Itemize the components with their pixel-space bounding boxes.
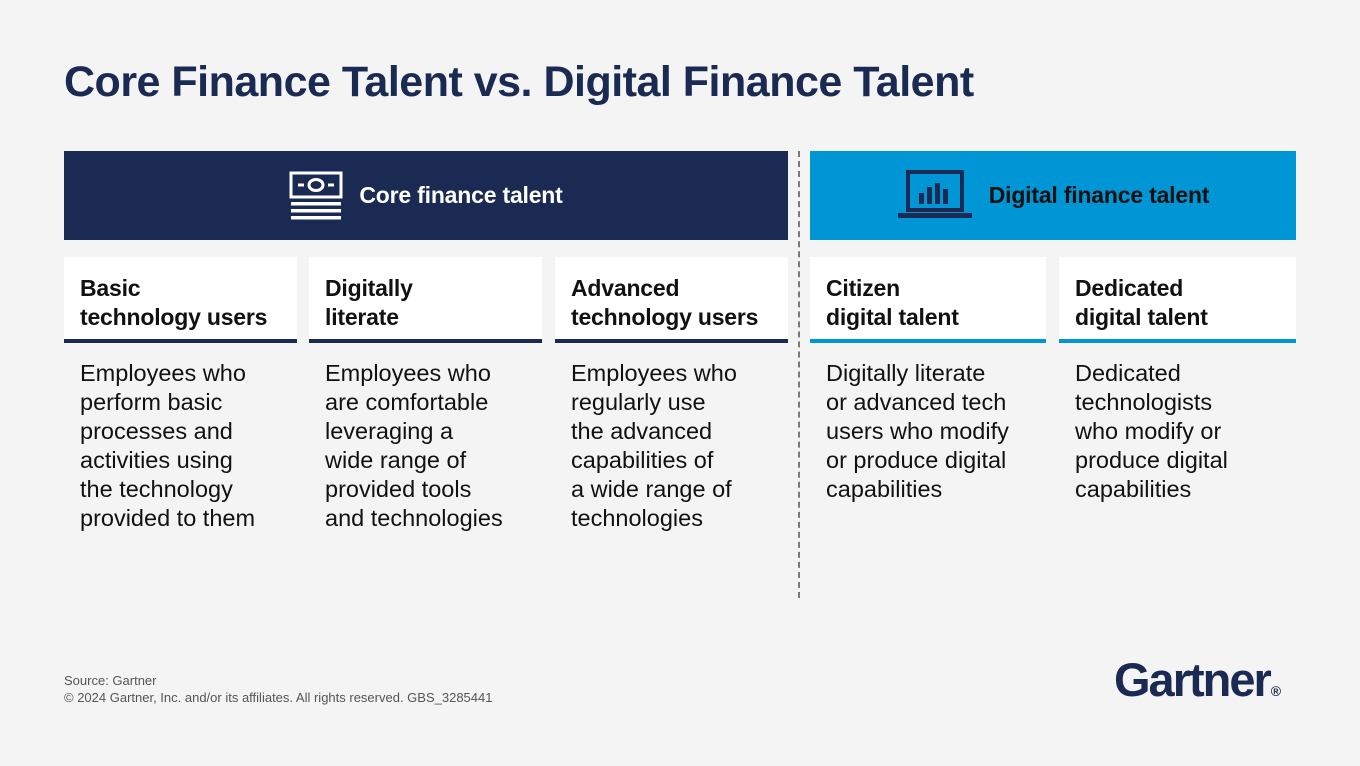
- card-basic-technology-users: Basic technology users: [64, 257, 297, 343]
- card-title: Digitally literate: [325, 274, 526, 332]
- card-title-line: literate: [325, 304, 399, 330]
- card-title-line: Digitally: [325, 275, 413, 301]
- description-line: processes and: [80, 418, 233, 444]
- description-line: wide range of: [325, 447, 467, 473]
- copyright-note: © 2024 Gartner, Inc. and/or its affiliat…: [64, 690, 493, 705]
- gartner-logo: Gartner®: [1114, 652, 1281, 707]
- card-dedicated-digital-talent: Dedicated digital talent: [1059, 257, 1296, 343]
- footer: Source: Gartner © 2024 Gartner, Inc. and…: [64, 672, 492, 706]
- bar-chart-monitor-icon: [897, 169, 973, 222]
- description-line: are comfortable: [325, 389, 489, 415]
- card-title-line: Dedicated: [1075, 275, 1184, 301]
- description-line: Employees who: [571, 360, 737, 386]
- description-line: who modify or: [1075, 418, 1222, 444]
- description-digitally-literate: Employees who are comfortable leveraging…: [325, 359, 503, 533]
- description-line: technologies: [571, 505, 703, 531]
- core-finance-label: Core finance talent: [359, 182, 563, 208]
- card-title: Citizen digital talent: [826, 274, 1030, 332]
- core-finance-banner: Core finance talent: [64, 151, 788, 240]
- digital-finance-label: Digital finance talent: [988, 182, 1210, 208]
- source-note: Source: Gartner: [64, 673, 157, 688]
- card-title-line: technology users: [571, 304, 759, 330]
- card-title-line: technology users: [80, 304, 268, 330]
- description-line: regularly use: [571, 389, 706, 415]
- card-title: Dedicated digital talent: [1075, 274, 1280, 332]
- digital-finance-banner: Digital finance talent: [810, 151, 1296, 240]
- description-line: or produce digital: [826, 447, 1007, 473]
- description-line: Employees who: [325, 360, 491, 386]
- description-dedicated-digital-talent: Dedicated technologists who modify or pr…: [1075, 359, 1228, 504]
- card-citizen-digital-talent: Citizen digital talent: [810, 257, 1046, 343]
- description-line: Dedicated: [1075, 360, 1181, 386]
- card-title-line: Citizen: [826, 275, 900, 301]
- description-line: the advanced: [571, 418, 713, 444]
- description-line: produce digital: [1075, 447, 1228, 473]
- card-title-line: digital talent: [1075, 304, 1208, 330]
- card-title-line: Basic: [80, 275, 141, 301]
- description-line: provided tools: [325, 476, 472, 502]
- description-line: leveraging a: [325, 418, 454, 444]
- description-line: and technologies: [325, 505, 503, 531]
- description-advanced-technology-users: Employees who regularly use the advanced…: [571, 359, 737, 533]
- section-divider: [798, 151, 800, 598]
- card-title: Advanced technology users: [571, 274, 772, 332]
- description-line: users who modify: [826, 418, 1009, 444]
- description-line: the technology: [80, 476, 233, 502]
- card-title: Basic technology users: [80, 274, 281, 332]
- description-line: capabilities of: [571, 447, 714, 473]
- card-advanced-technology-users: Advanced technology users: [555, 257, 788, 343]
- description-line: provided to them: [80, 505, 256, 531]
- card-title-line: digital talent: [826, 304, 959, 330]
- money-bill-icon: [289, 171, 343, 221]
- card-digitally-literate: Digitally literate: [309, 257, 542, 343]
- description-basic-technology-users: Employees who perform basic processes an…: [80, 359, 255, 533]
- description-line: activities using: [80, 447, 233, 473]
- description-citizen-digital-talent: Digitally literate or advanced tech user…: [826, 359, 1009, 504]
- page-title: Core Finance Talent vs. Digital Finance …: [64, 58, 974, 106]
- card-title-line: Advanced: [571, 275, 680, 301]
- description-line: Digitally literate: [826, 360, 986, 386]
- registered-mark: ®: [1270, 683, 1282, 699]
- description-line: capabilities: [1075, 476, 1192, 502]
- logo-text: Gartner: [1114, 653, 1272, 706]
- description-line: capabilities: [826, 476, 943, 502]
- description-line: Employees who: [80, 360, 246, 386]
- description-line: perform basic: [80, 389, 223, 415]
- description-line: or advanced tech: [826, 389, 1007, 415]
- description-line: technologists: [1075, 389, 1213, 415]
- description-line: a wide range of: [571, 476, 732, 502]
